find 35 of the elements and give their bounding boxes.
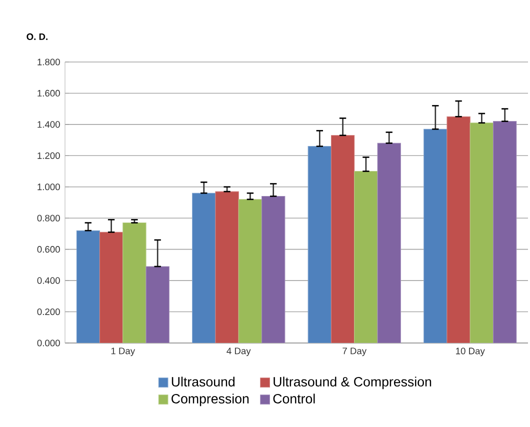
y-axis-title: O. D. bbox=[26, 33, 48, 40]
bar bbox=[76, 230, 100, 343]
bar bbox=[215, 191, 239, 343]
y-tick-label: 1.800 bbox=[38, 58, 60, 66]
bar bbox=[424, 128, 448, 343]
legend-label: Ultrasound bbox=[172, 376, 235, 386]
bar bbox=[470, 122, 494, 343]
bar bbox=[446, 116, 470, 343]
y-tick-label: 1.200 bbox=[38, 152, 60, 159]
legend-label: Ultrasound & Compression bbox=[274, 376, 432, 390]
bar bbox=[330, 135, 355, 343]
y-tick-label: 1.400 bbox=[38, 121, 60, 128]
x-tick-label: 10 Day bbox=[456, 348, 485, 356]
bar bbox=[192, 192, 216, 343]
y-tick-label: 1.000 bbox=[38, 184, 60, 190]
bar bbox=[308, 146, 332, 343]
y-tick-label: 1.600 bbox=[38, 90, 60, 97]
y-tick-label: 0.800 bbox=[37, 214, 60, 222]
y-tick-label: 0.400 bbox=[37, 277, 60, 284]
x-tick-label: 4 Day bbox=[226, 348, 251, 356]
y-tick-label: 0.200 bbox=[37, 308, 60, 316]
bar bbox=[493, 121, 517, 343]
x-tick-label: 7 Day bbox=[342, 348, 367, 356]
bar bbox=[146, 266, 170, 343]
bar bbox=[262, 196, 286, 343]
bar bbox=[377, 142, 401, 343]
legend-label: Compression bbox=[172, 394, 249, 406]
bar bbox=[99, 232, 124, 343]
bar bbox=[354, 171, 378, 343]
y-tick-label: 0.000 bbox=[37, 340, 60, 346]
bar bbox=[122, 222, 146, 343]
legend-label: Control bbox=[273, 394, 315, 404]
bar bbox=[238, 199, 262, 343]
y-tick-label: 0.600 bbox=[37, 246, 60, 253]
x-tick-label: 1 Day bbox=[111, 348, 136, 356]
